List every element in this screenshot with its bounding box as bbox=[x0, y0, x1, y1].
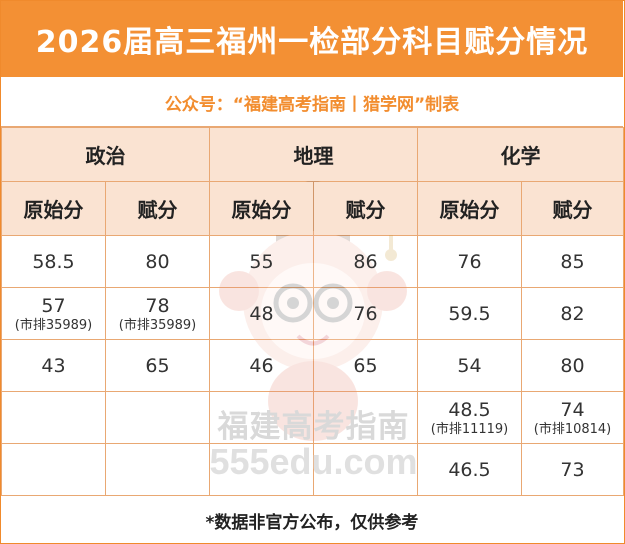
table-cell: 55 bbox=[209, 235, 314, 288]
column-header: 赋分 bbox=[105, 181, 210, 236]
score-value: 78 bbox=[145, 294, 170, 317]
page-title: 2026届高三福州一检部分科目赋分情况 bbox=[35, 25, 589, 60]
table-body: 58.5 80 55 86 76 85 57 (市排35989) 78 (市排35989) 48 76… bbox=[1, 235, 624, 496]
subject-header: 化学 bbox=[417, 127, 624, 182]
table-cell: 86 bbox=[313, 235, 418, 288]
city-rank-note: (市排35989) bbox=[14, 317, 93, 333]
table-cell bbox=[209, 391, 314, 444]
score-value: 76 bbox=[353, 302, 378, 325]
disclaimer-text: *数据非官方公布，仅供参考 bbox=[205, 512, 419, 533]
score-table: 政治 地理 化学 原始分 赋分 原始分 赋分 原始分 赋分 58.5 80 55 86… bbox=[1, 127, 624, 496]
table-cell bbox=[313, 391, 418, 444]
table-cell: 48.5 (市排11119) bbox=[417, 391, 522, 444]
score-value: 85 bbox=[560, 250, 585, 273]
score-value: 76 bbox=[457, 250, 482, 273]
table-row: 43 65 46 65 54 80 bbox=[1, 339, 624, 392]
column-header-row: 原始分 赋分 原始分 赋分 原始分 赋分 bbox=[1, 181, 624, 236]
column-header: 原始分 bbox=[209, 181, 314, 236]
table-cell: 58.5 bbox=[1, 235, 106, 288]
table-cell: 48 bbox=[209, 287, 314, 340]
score-value: 74 bbox=[560, 398, 585, 421]
table-cell bbox=[313, 443, 418, 496]
column-header: 原始分 bbox=[1, 181, 106, 236]
column-header: 原始分 bbox=[417, 181, 522, 236]
city-rank-note: (市排10814) bbox=[533, 421, 612, 437]
source-line: 公众号：“福建高考指南丨猎学网”制表 bbox=[1, 79, 623, 127]
disclaimer: *数据非官方公布，仅供参考 bbox=[1, 495, 623, 544]
table-cell: 73 bbox=[521, 443, 624, 496]
table-cell bbox=[1, 443, 106, 496]
table-cell: 54 bbox=[417, 339, 522, 392]
city-rank-note: (市排35989) bbox=[118, 317, 197, 333]
score-value: 55 bbox=[249, 250, 274, 273]
table-row: 48.5 (市排11119) 74 (市排10814) bbox=[1, 391, 624, 444]
table-cell: 59.5 bbox=[417, 287, 522, 340]
subject-header: 地理 bbox=[209, 127, 418, 182]
score-value: 80 bbox=[560, 354, 585, 377]
column-header: 赋分 bbox=[521, 181, 624, 236]
score-value: 73 bbox=[560, 458, 585, 481]
table-cell bbox=[1, 391, 106, 444]
table-cell: 57 (市排35989) bbox=[1, 287, 106, 340]
score-value: 46 bbox=[249, 354, 274, 377]
title-bar: 2026届高三福州一检部分科目赋分情况 bbox=[1, 1, 623, 77]
table-cell bbox=[209, 443, 314, 496]
score-value: 65 bbox=[353, 354, 378, 377]
table-cell: 76 bbox=[313, 287, 418, 340]
column-header: 赋分 bbox=[313, 181, 418, 236]
table-cell bbox=[105, 391, 210, 444]
table-cell: 80 bbox=[521, 339, 624, 392]
score-value: 46.5 bbox=[448, 458, 491, 481]
table-cell: 43 bbox=[1, 339, 106, 392]
score-value: 58.5 bbox=[32, 250, 75, 273]
score-value: 59.5 bbox=[448, 302, 491, 325]
score-value: 57 bbox=[41, 294, 66, 317]
score-value: 48.5 bbox=[448, 398, 491, 421]
table-cell: 76 bbox=[417, 235, 522, 288]
source-text: 公众号：“福建高考指南丨猎学网”制表 bbox=[164, 95, 460, 115]
score-value: 86 bbox=[353, 250, 378, 273]
score-value: 65 bbox=[145, 354, 170, 377]
score-value: 43 bbox=[41, 354, 66, 377]
table-cell: 46 bbox=[209, 339, 314, 392]
table-cell: 74 (市排10814) bbox=[521, 391, 624, 444]
city-rank-note: (市排11119) bbox=[430, 421, 509, 437]
score-value: 54 bbox=[457, 354, 482, 377]
subject-header: 政治 bbox=[1, 127, 210, 182]
table-cell: 65 bbox=[105, 339, 210, 392]
subject-header-row: 政治 地理 化学 bbox=[1, 127, 624, 182]
table-cell: 46.5 bbox=[417, 443, 522, 496]
score-value: 48 bbox=[249, 302, 274, 325]
table-cell: 85 bbox=[521, 235, 624, 288]
table-row: 46.5 73 bbox=[1, 443, 624, 496]
table-cell: 82 bbox=[521, 287, 624, 340]
table-cell bbox=[105, 443, 210, 496]
score-value: 80 bbox=[145, 250, 170, 273]
score-value: 82 bbox=[560, 302, 585, 325]
table-cell: 78 (市排35989) bbox=[105, 287, 210, 340]
table-row: 57 (市排35989) 78 (市排35989) 48 76 59.5 82 bbox=[1, 287, 624, 340]
table-cell: 80 bbox=[105, 235, 210, 288]
table-cell: 65 bbox=[313, 339, 418, 392]
table-row: 58.5 80 55 86 76 85 bbox=[1, 235, 624, 288]
